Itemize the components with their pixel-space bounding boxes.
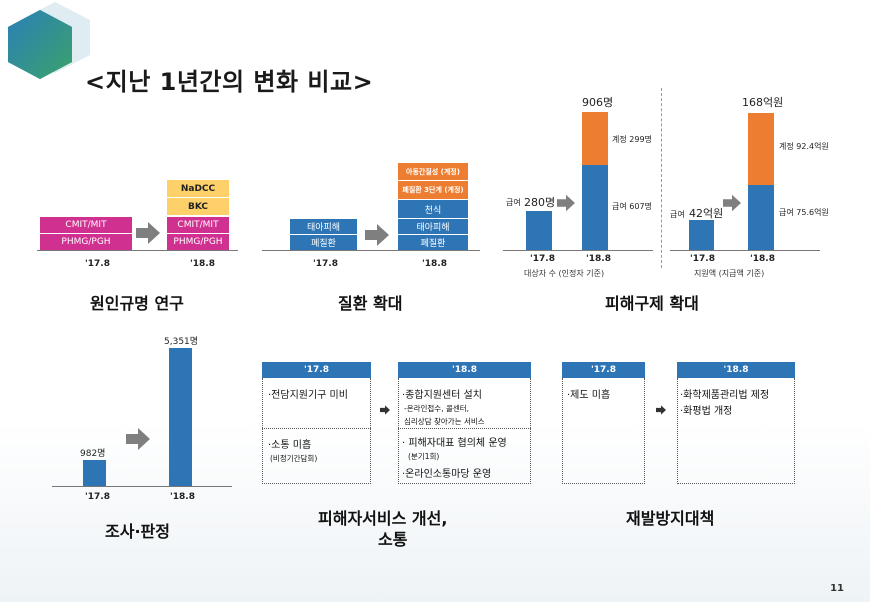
p3l-baseline: [503, 250, 653, 251]
p1-before-label: '17.8: [85, 259, 110, 269]
p3r-before-label: '17.8: [690, 254, 715, 264]
p3r-after-bar-bottom: [748, 185, 774, 250]
p3r-after-bottom-label: 급여 75.6억원: [779, 208, 829, 217]
p4-after-bar: [169, 348, 192, 486]
p3r-before-bar: [689, 220, 714, 250]
p3l-subtitle: 대상자 수 (인정자 기준): [524, 269, 605, 278]
p5-caption-line1: 피해자서비스 개선,: [318, 509, 448, 528]
p1-arrow-icon: [136, 222, 160, 244]
p3r-after-label: '18.8: [750, 254, 775, 264]
p3r-before-value-label: 급여: [670, 210, 685, 219]
p5-after-item-2: · 피해자대표 협의체 운영: [402, 438, 507, 449]
p5-before-divider: [262, 428, 371, 429]
p3l-before-value-label: 급여: [506, 198, 521, 207]
p1-after-block-3: CMIT/MIT: [167, 216, 229, 233]
p3l-after-bar-bottom: [582, 165, 608, 250]
p6-caption: 재발방지대책: [626, 509, 715, 528]
p5-after-divider: [398, 428, 531, 429]
p3-divider: [661, 88, 662, 268]
p2-after-label: '18.8: [422, 259, 447, 269]
p3r-arrow-icon: [723, 194, 741, 212]
p5-after-item-2-sub1: (분기1회): [408, 452, 440, 461]
p6-before-item: ·제도 미흡: [567, 390, 611, 401]
p1-before-block-1: CMIT/MIT: [40, 216, 132, 233]
p3r-after-top-label: 계정 92.4억원: [779, 142, 829, 151]
p5-before-item-1: ·전담지원기구 미비: [268, 390, 348, 401]
p6-after-item-2: ·화평법 개정: [680, 406, 733, 417]
p4-before-label: '17.8: [85, 492, 110, 502]
p4-baseline: [52, 486, 232, 487]
p2-before-block-2: 폐질환: [290, 234, 357, 250]
p4-caption: 조사·판정: [105, 522, 170, 541]
p2-after-block-5: 폐질환: [398, 234, 468, 250]
p2-after-block-4: 태아피해: [398, 218, 468, 234]
p5-after-header: '18.8: [398, 362, 531, 378]
p3l-before-label: '17.8: [530, 254, 555, 264]
p1-after-block-2: BKC: [167, 197, 229, 215]
p6-after-header: '18.8: [677, 362, 795, 378]
p3l-after-total: 906명: [582, 96, 614, 109]
p5-after-box: [398, 378, 531, 484]
p3l-after-bottom-label: 급여 607명: [612, 202, 652, 211]
p5-caption-line2: 소통: [378, 530, 408, 549]
p5-after-item-1: ·종합지원센터 설치: [402, 390, 482, 401]
p1-after-label: '18.8: [190, 259, 215, 269]
p3l-after-label: '18.8: [586, 254, 611, 264]
p6-arrow-icon: [656, 405, 666, 415]
p1-caption: 원인규명 연구: [90, 294, 184, 313]
p2-baseline: [262, 250, 480, 251]
p2-after-block-2: 폐질환 3단계 (계정): [398, 180, 468, 199]
p5-after-item-1-sub1: -온라인접수, 콜센터,: [404, 404, 470, 413]
p6-before-box: [562, 378, 645, 484]
p6-before-header: '17.8: [562, 362, 645, 378]
p3r-after-bar-top: [748, 113, 774, 185]
p2-after-block-3: 천식: [398, 199, 468, 218]
p1-before-block-2: PHMG/PGH: [40, 233, 132, 250]
page-title: <지난 1년간의 변화 비교>: [85, 68, 374, 96]
p5-after-item-1-sub2: 심리상담 찾아가는 서비스: [404, 417, 485, 426]
p5-before-header: '17.8: [262, 362, 371, 378]
p1-baseline: [37, 250, 238, 251]
p2-after-block-1: 아동간질성 (계정): [398, 162, 468, 180]
p3r-after-total: 168억원: [742, 96, 784, 109]
page-number: 11: [830, 583, 844, 594]
decor-hexagons: [8, 2, 90, 79]
p3l-before-value: 280명: [524, 196, 556, 209]
p4-before-value: 982명: [80, 449, 106, 459]
p2-before-block-1: 태아피해: [290, 218, 357, 234]
p2-caption: 질환 확대: [338, 294, 403, 313]
p3r-subtitle: 지원액 (지급액 기준): [694, 269, 765, 278]
p5-arrow-icon: [380, 405, 390, 415]
p5-after-item-3: ·온라인소통마당 운영: [402, 469, 492, 480]
p3-caption: 피해구제 확대: [605, 294, 699, 313]
p2-arrow-icon: [365, 224, 389, 246]
p5-before-box: [262, 378, 371, 484]
p3l-before-bar: [526, 211, 552, 250]
p3l-after-bar-top: [582, 112, 608, 165]
p4-before-bar: [83, 460, 106, 486]
p3l-arrow-icon: [557, 194, 575, 212]
p4-arrow-icon: [126, 428, 150, 450]
p1-after-block-4: PHMG/PGH: [167, 233, 229, 250]
p6-after-item-1: ·화학제품관리법 제정: [680, 390, 770, 401]
p3r-baseline: [670, 250, 820, 251]
p5-before-item-2-sub: (비정기간담회): [270, 454, 318, 463]
p3l-after-top-label: 계정 299명: [612, 135, 652, 144]
p3r-before-value: 42억원: [689, 207, 724, 220]
p4-after-value: 5,351명: [164, 337, 199, 347]
p2-before-label: '17.8: [313, 259, 338, 269]
p6-after-box: [677, 378, 795, 484]
p5-before-item-2: ·소통 미흡: [268, 440, 312, 451]
p1-after-block-1: NaDCC: [167, 179, 229, 197]
p4-after-label: '18.8: [170, 492, 195, 502]
